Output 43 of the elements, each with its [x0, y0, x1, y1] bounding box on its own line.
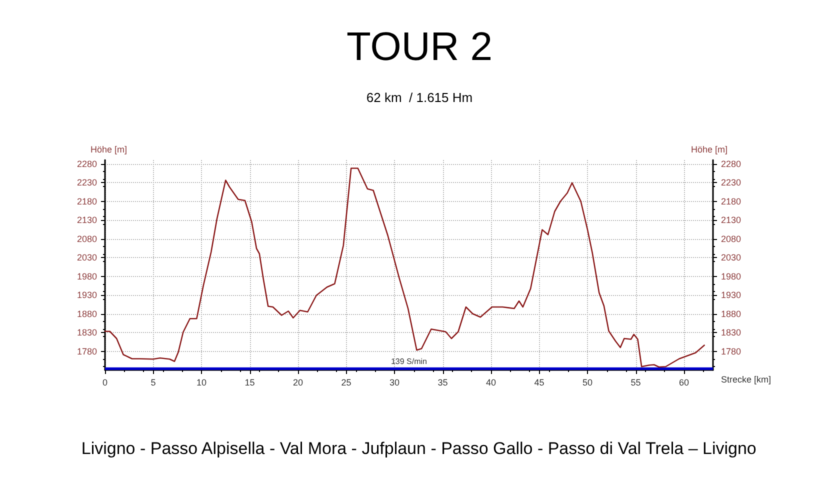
x-tick-label: 45 [534, 378, 544, 388]
line-series [104, 168, 705, 368]
x-tick-label: 25 [341, 378, 352, 388]
y2-tick-label: 2130 [721, 215, 742, 225]
y2-axis-title: Höhe [m] [691, 144, 728, 154]
y2-tick-label: 1980 [721, 271, 742, 282]
x-tick-label: 40 [486, 378, 496, 388]
x-tick-label: 0 [102, 378, 108, 388]
y-tick-label: 1930 [76, 290, 97, 300]
x-tick-label: 60 [679, 378, 690, 388]
chart-subtitle: 62 km / 1.615 Hm [366, 90, 473, 105]
y2-tick-label: 2280 [721, 158, 742, 169]
y2-tick-label: 1930 [721, 290, 742, 300]
y-tick-label: 1830 [76, 328, 97, 338]
x-tick-label: 20 [293, 378, 304, 388]
x-tick-label: 55 [630, 378, 641, 388]
y-tick-label: 2280 [76, 158, 97, 169]
y-tick-label: 2080 [76, 234, 97, 244]
x-tick-label: 50 [582, 378, 593, 388]
x-axis-title: Strecke [km] [721, 374, 772, 384]
x-tick-label: 15 [244, 378, 255, 388]
y2-tick-label: 1880 [721, 308, 742, 319]
chart-title: TOUR 2 [346, 25, 492, 69]
y-tick-label: 1980 [76, 271, 97, 282]
band-label: 139 S/min [390, 356, 428, 366]
y2-tick-label: 1830 [721, 328, 742, 338]
y-tick-label: 2230 [76, 178, 97, 188]
y2-tick-label: 1780 [721, 346, 742, 356]
y-tick-label: 2180 [76, 196, 97, 206]
x-tick-label: 35 [438, 378, 448, 388]
x-tick-label: 5 [150, 378, 156, 388]
y-tick-label: 2030 [76, 252, 97, 262]
y-tick-label: 2130 [76, 215, 97, 225]
y2-tick-label: 2080 [721, 234, 742, 244]
y-tick-label: 1880 [76, 308, 97, 319]
y2-tick-label: 2180 [721, 196, 742, 206]
x-tick-label: 10 [196, 378, 207, 388]
x-tick-label: 30 [390, 378, 400, 388]
y-axis-title: Höhe [m] [90, 144, 127, 154]
y2-tick-label: 2030 [721, 252, 742, 262]
text: Livigno - Passo Alpisella - Val Mora - Jufplaun - Passo Gallo - Passo di Val Trela – Livigno [81, 439, 756, 458]
y2-tick-label: 2230 [721, 178, 742, 188]
y-tick-label: 1780 [76, 346, 97, 356]
